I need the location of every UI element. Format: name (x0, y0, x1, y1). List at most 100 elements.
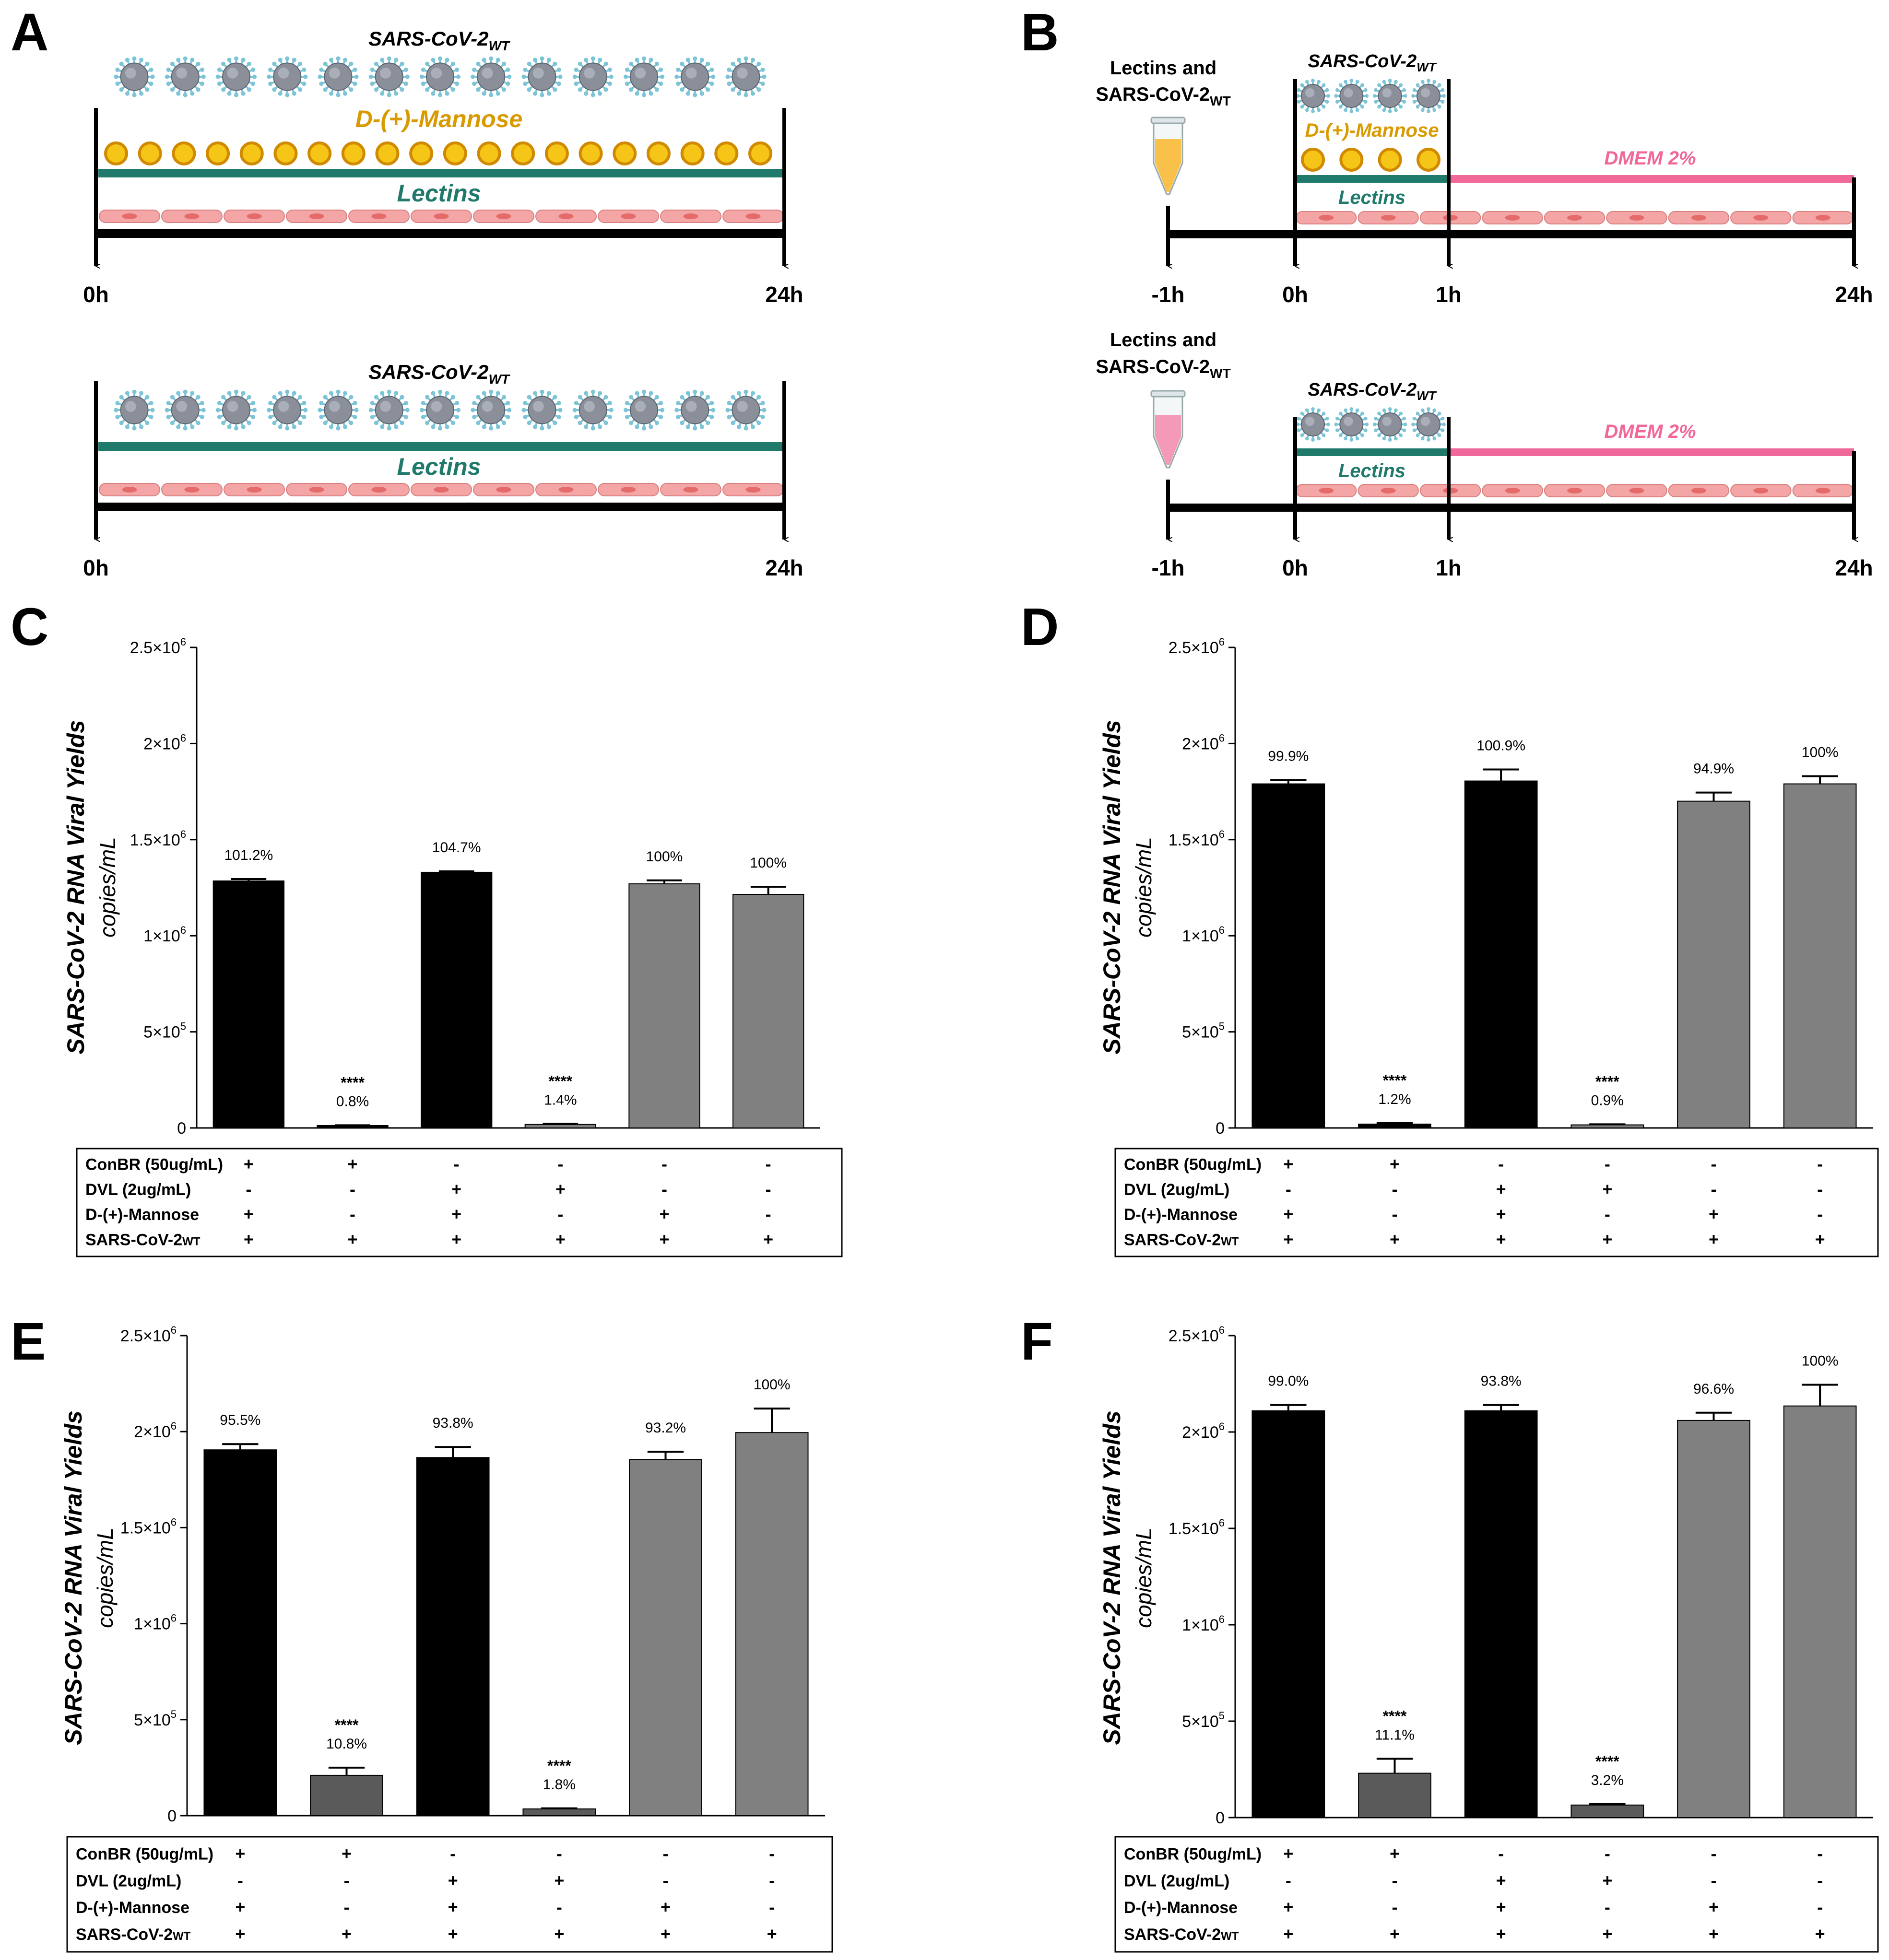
cell-icon (473, 210, 534, 223)
cell-icon (1358, 484, 1419, 497)
condition-cell: - (1817, 1870, 1823, 1890)
cell-icon (1606, 484, 1667, 497)
cell-icon (1730, 484, 1792, 497)
bar (421, 871, 493, 1129)
y-tick-label: 1×106 (143, 924, 186, 945)
condition-cell: - (1286, 1870, 1291, 1890)
condition-cell: + (1709, 1204, 1719, 1224)
condition-cell: - (556, 1843, 562, 1863)
cell-icon (348, 210, 410, 223)
tube-label-line2: SARS-CoV-2WT (1096, 356, 1230, 381)
timeline-bar (95, 503, 786, 511)
y-axis-title: SARS-CoV-2 RNA Viral Yields (1098, 720, 1125, 1054)
y-axis-unit: copies/mL (1131, 837, 1156, 938)
panel-b: B Lectins and SARS-CoV-2WT SARS-CoV-2WT … (1021, 3, 1873, 580)
percent-label: 94.9% (1693, 761, 1734, 777)
significance-stars: **** (1383, 1707, 1407, 1725)
mannose-molecule-icon (544, 141, 569, 165)
bar (732, 894, 804, 1128)
bar (1358, 1123, 1431, 1128)
condition-cell: + (244, 1204, 254, 1224)
significance-stars: **** (1595, 1073, 1619, 1090)
lectin-bar (1295, 448, 1449, 456)
condition-cell: + (1815, 1229, 1825, 1249)
y-tick-label: 2×106 (1182, 732, 1225, 753)
cell-layer (1296, 484, 1854, 497)
condition-row-label: DVL (2ug/mL) (1124, 1181, 1229, 1199)
condition-cell: - (246, 1179, 251, 1199)
y-axis-title: SARS-CoV-2 RNA Viral Yields (60, 1410, 87, 1745)
panel-a-bottom-timeline: SARS-CoV-2WT Lectins 0h 24h (83, 361, 803, 580)
virus-icon (318, 56, 359, 97)
condition-cell: - (1392, 1204, 1398, 1224)
condition-cell: - (766, 1154, 771, 1174)
cell-layer (1296, 211, 1854, 224)
condition-row-label: DVL (2ug/mL) (85, 1181, 191, 1199)
y-axis-title: SARS-CoV-2 RNA Viral Yields (1098, 1410, 1125, 1745)
cell-icon (598, 210, 659, 223)
condition-cell: + (554, 1924, 564, 1944)
percent-label: 100% (750, 855, 787, 871)
condition-cell: + (1390, 1229, 1400, 1249)
cell-icon (1544, 484, 1606, 497)
cell-icon (1792, 484, 1854, 497)
y-tick-label: 1.5×106 (1169, 828, 1225, 849)
significance-stars: **** (548, 1073, 572, 1090)
bar (1251, 783, 1325, 1128)
condition-cell: + (347, 1154, 357, 1174)
chart-panel-d: D SARS-CoV-2 RNA Viral Yields copies/mL 0 5×… (1021, 598, 1879, 1257)
virus-icon (114, 389, 155, 431)
condition-cell: + (244, 1229, 254, 1249)
cell-icon (1668, 484, 1730, 497)
condition-table (66, 1836, 833, 1953)
significance-stars: **** (335, 1716, 359, 1734)
y-tick-label: 2.5×106 (1169, 636, 1225, 657)
condition-cell: - (454, 1154, 460, 1174)
condition-row-label: DVL (2ug/mL) (1124, 1872, 1229, 1890)
percent-label: 96.6% (1693, 1381, 1734, 1397)
condition-cell: + (763, 1229, 773, 1249)
mannose-label: D-(+)-Mannose (355, 106, 523, 132)
condition-cell: - (661, 1154, 667, 1174)
condition-cell: + (1602, 1924, 1612, 1944)
condition-row-label: D-(+)-Mannose (1124, 1206, 1238, 1224)
condition-table (76, 1148, 843, 1257)
virus-icon (572, 389, 614, 431)
bar (1677, 1420, 1750, 1818)
cell-icon (411, 210, 472, 223)
virus-label: SARS-CoV-2WT (1308, 380, 1437, 403)
virus-icon (165, 56, 206, 97)
condition-cell: + (1283, 1154, 1293, 1174)
virus-label: SARS-CoV-2WT (368, 361, 511, 387)
time-label-minus1h: -1h (1152, 282, 1185, 307)
condition-cell: - (1392, 1179, 1398, 1199)
time-label-0h: 0h (83, 555, 109, 580)
bar (203, 1449, 277, 1817)
cell-icon (1730, 211, 1792, 224)
virus-icon (215, 56, 257, 97)
dmem-bar (1449, 448, 1854, 456)
panel-letter: C (11, 598, 48, 657)
mannose-molecule-icon (273, 141, 298, 165)
chart-panel-c: C SARS-CoV-2 RNA Viral Yields copies/mL 0 5×… (11, 598, 843, 1257)
cell-icon (1358, 211, 1419, 224)
panel-letter-b: B (1021, 3, 1059, 62)
condition-cell: - (1605, 1897, 1610, 1917)
condition-cell: - (661, 1179, 667, 1199)
condition-cell: + (451, 1179, 461, 1199)
bar (1783, 783, 1857, 1128)
condition-row-label: DVL (2ug/mL) (76, 1872, 181, 1890)
virus-icon (1372, 79, 1407, 113)
condition-cell: - (557, 1154, 563, 1174)
percent-label: 93.2% (645, 1420, 686, 1436)
condition-cell: + (1283, 1924, 1293, 1944)
condition-cell: - (769, 1897, 775, 1917)
cell-icon (99, 210, 160, 223)
chart-panel-e: E SARS-CoV-2 RNA Viral Yields copies/mL 0 5×… (11, 1312, 833, 1953)
cell-icon (722, 210, 784, 223)
percent-label: 100% (646, 849, 683, 865)
virus-icon (725, 56, 767, 97)
percent-label: 100% (754, 1377, 791, 1393)
percent-label: 93.8% (1481, 1373, 1522, 1389)
